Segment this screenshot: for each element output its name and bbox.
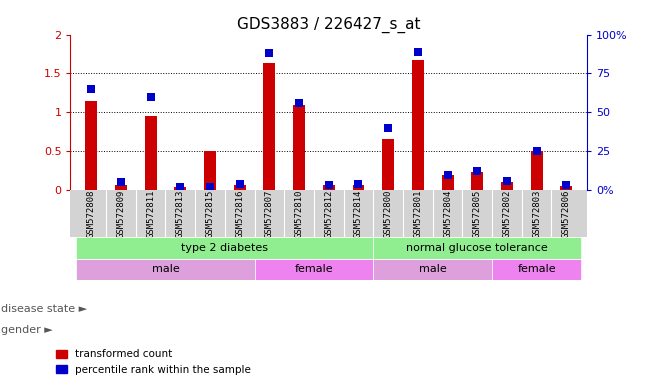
Point [502,178,513,184]
Bar [442,175,454,190]
Point [323,182,334,189]
Bar [174,187,187,190]
Bar [412,60,424,190]
Text: GSM572802: GSM572802 [503,189,511,238]
Point [234,181,245,187]
Point [175,184,186,190]
Point [442,172,453,178]
Bar [145,116,156,190]
Point [413,49,423,55]
Text: type 2 diabetes: type 2 diabetes [181,243,268,253]
Text: GSM572812: GSM572812 [324,189,333,238]
Bar [373,258,492,280]
Point [472,168,482,174]
Bar [382,139,394,190]
Text: GSM572814: GSM572814 [354,189,363,238]
Bar [471,172,483,190]
Bar [373,237,581,258]
Text: female: female [295,265,333,275]
Point [86,86,97,92]
Bar [501,182,513,190]
Text: GSM572803: GSM572803 [532,189,541,238]
Text: GSM572801: GSM572801 [413,189,422,238]
Bar [264,63,275,190]
Point [264,50,274,56]
Point [383,125,394,131]
Point [115,179,126,185]
Bar [204,151,216,190]
Bar [531,151,543,190]
Point [531,148,542,154]
Text: GSM572805: GSM572805 [473,189,482,238]
Bar [323,185,335,190]
Bar [254,258,373,280]
Bar [76,258,254,280]
Text: GSM572800: GSM572800 [384,189,393,238]
Text: GSM572807: GSM572807 [265,189,274,238]
Text: GSM572813: GSM572813 [176,189,185,238]
Text: male: male [152,265,179,275]
Text: GSM572815: GSM572815 [205,189,215,238]
Bar [293,105,305,190]
Text: gender ►: gender ► [1,325,53,335]
Point [561,182,572,189]
Text: GSM572809: GSM572809 [117,189,125,238]
Text: GSM572808: GSM572808 [87,189,96,238]
Bar [560,186,572,190]
Point [205,184,215,190]
Text: GSM572816: GSM572816 [236,189,244,238]
Text: male: male [419,265,447,275]
Text: disease state ►: disease state ► [1,304,87,314]
Bar [492,258,581,280]
Text: female: female [517,265,556,275]
Bar [352,185,364,190]
Bar [76,237,373,258]
Title: GDS3883 / 226427_s_at: GDS3883 / 226427_s_at [237,17,421,33]
Text: GSM572810: GSM572810 [295,189,303,238]
Point [145,94,156,100]
Text: normal glucose tolerance: normal glucose tolerance [407,243,548,253]
Point [353,181,364,187]
Bar [85,101,97,190]
Bar [234,185,246,190]
Legend: transformed count, percentile rank within the sample: transformed count, percentile rank withi… [52,345,255,379]
Text: GSM572806: GSM572806 [562,189,571,238]
Point [294,100,305,106]
Text: GSM572811: GSM572811 [146,189,155,238]
Bar [115,185,127,190]
Text: GSM572804: GSM572804 [443,189,452,238]
